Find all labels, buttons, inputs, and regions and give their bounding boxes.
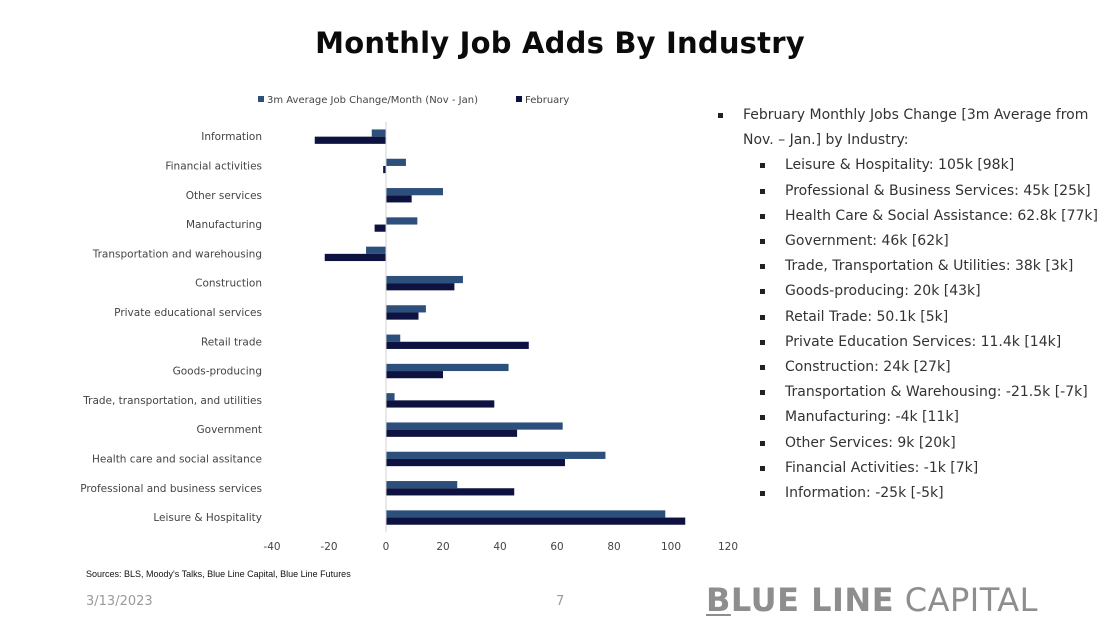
x-tick-label: 40 [493,541,506,553]
bar-avg-9 [386,393,395,401]
job-adds-bar-chart: 3m Average Job Change/Month (Nov - Jan) F… [80,95,738,553]
sources-note: Sources: BLS, Moody's Talks, Blue Line C… [86,569,351,579]
bullet-item: Private Education Services: 11.4k [14k] [718,330,1098,355]
bar-avg-2 [386,188,443,196]
page-number: 7 [556,594,565,609]
bar-feb-8 [386,371,443,379]
x-tick-label: 60 [550,541,563,553]
bullet-item: Financial Activities: -1k [7k] [718,456,1098,481]
bullet-list: Leisure & Hospitality: 105k [98k] Profess… [718,153,1098,506]
bullet-item: Other Services: 9k [20k] [718,431,1098,456]
legend-swatch-feb [516,96,522,102]
chart-legend: 3m Average Job Change/Month (Nov - Jan) F… [258,95,569,106]
bar-feb-10 [386,429,518,437]
slide-date: 3/13/2023 [86,594,153,609]
category-label: Private educational services [114,307,262,319]
bullet-item: Manufacturing: -4k [11k] [718,405,1098,430]
category-label: Information [201,131,262,143]
x-tick-label: 20 [436,541,449,553]
bullet-item: Goods-producing: 20k [43k] [718,279,1098,304]
bar-avg-0 [371,129,386,137]
bar-avg-13 [386,510,666,518]
bar-feb-6 [386,312,419,320]
x-tick-label: 100 [661,541,681,553]
bullet-item: Transportation & Warehousing: -21.5k [-7… [718,380,1098,405]
brand-light: CAPITAL [904,581,1038,619]
bar-avg-12 [386,481,458,489]
bar-feb-7 [386,341,529,349]
bullet-item: Information: -25k [-5k] [718,481,1098,506]
x-tick-label: 120 [718,541,738,553]
bar-avg-1 [386,158,406,166]
bar-avg-8 [386,363,509,372]
bullet-header: February Monthly Jobs Change [3m Average… [718,103,1098,153]
bar-feb-3 [374,224,386,232]
legend-label-avg: 3m Average Job Change/Month (Nov - Jan) [267,95,478,106]
bullet-item: Health Care & Social Assistance: 62.8k [… [718,204,1098,229]
bar-avg-5 [386,275,463,284]
x-axis-ticks: -40 -20 0 20 40 60 80 100 120 [263,541,738,553]
category-label: Manufacturing [186,219,262,231]
bullet-item: Retail Trade: 50.1k [5k] [718,305,1098,330]
x-tick-label: 80 [607,541,620,553]
brand-logo: BLUE LINE CAPITAL [706,581,1038,619]
bullet-item: Trade, Transportation & Utilities: 38k [… [718,254,1098,279]
category-label: Construction [195,278,262,290]
bar-avg-7 [386,334,401,342]
bar-avg-6 [386,305,426,313]
category-label: Government [197,424,262,436]
bullet-item: Professional & Business Services: 45k [2… [718,179,1098,204]
bar-avg-11 [386,451,606,459]
chart-bars [314,129,686,525]
bar-feb-1 [383,165,386,174]
x-tick-label: 0 [383,541,390,553]
category-label: Goods-producing [173,366,262,378]
legend-swatch-avg [258,96,264,102]
bar-avg-3 [386,217,418,225]
category-label: Health care and social assitance [92,453,262,465]
bar-feb-0 [314,136,386,144]
category-label: Leisure & Hospitality [153,512,262,524]
bullet-item: Construction: 24k [27k] [718,355,1098,380]
bar-feb-12 [386,488,515,496]
bar-feb-11 [386,458,565,467]
category-label: Professional and business services [80,483,262,495]
bar-avg-10 [386,422,563,430]
category-label: Other services [186,190,262,202]
category-label: Financial activities [165,160,262,172]
category-label: Retail trade [201,336,262,348]
summary-bullets: February Monthly Jobs Change [3m Average… [718,103,1098,506]
legend-label-feb: February [525,95,569,106]
category-label: Transportation and warehousing [92,248,262,260]
bar-feb-4 [324,253,386,262]
x-tick-label: -20 [320,541,337,553]
category-label: Trade, transportation, and utilities [82,395,262,407]
bullet-item: Government: 46k [62k] [718,229,1098,254]
bullet-item: Leisure & Hospitality: 105k [98k] [718,153,1098,178]
bar-feb-5 [386,283,455,291]
bar-feb-2 [386,195,412,203]
slide-title: Monthly Job Adds By Industry [315,26,805,60]
brand-first-letter: B [706,581,731,619]
bar-feb-13 [386,517,686,525]
bar-feb-9 [386,400,495,408]
category-labels: Information Financial activities Other ser… [80,131,262,524]
x-tick-label: -40 [263,541,280,553]
bar-avg-4 [366,246,386,254]
brand-bold: LUE LINE [730,581,895,619]
